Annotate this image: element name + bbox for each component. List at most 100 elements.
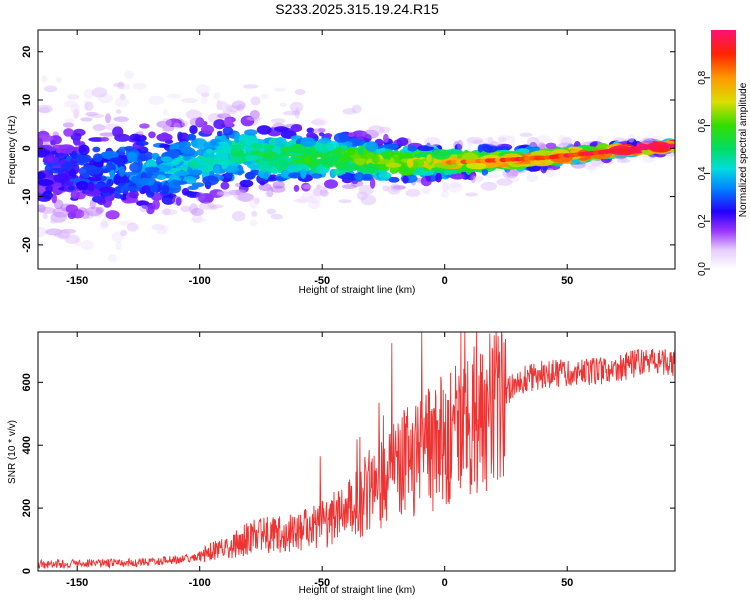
spectrogram-cell (342, 184, 357, 190)
spectrogram-cell (84, 101, 94, 111)
spectrogram-cell (649, 135, 665, 142)
snr-y-axis: 0 200 400 600 (21, 373, 675, 574)
spectrogram-cell (56, 230, 70, 239)
spectrogram-cell (249, 219, 258, 227)
spectrogram-cell (216, 130, 223, 137)
spectrogram-cell (239, 179, 254, 188)
spectrogram-cell (136, 200, 150, 206)
spectrogram-cell (265, 190, 273, 197)
spectrogram-cell (225, 103, 233, 113)
spectrogram-cell (222, 109, 237, 115)
spectrogram-cell (173, 170, 190, 176)
colorbar-tick-label: 0.2 (697, 214, 708, 228)
spectrogram-cell (124, 198, 139, 204)
spectrogram-cell (487, 141, 503, 147)
spectrogram-cell (230, 144, 245, 151)
spectrogram-cell (121, 83, 131, 90)
spectrogram-cell (270, 185, 286, 193)
spectrogram-cell (280, 146, 291, 153)
spectrogram-cell (38, 137, 43, 149)
spectrogram-xtick-label: 50 (561, 275, 573, 287)
spectrogram-cell (213, 148, 227, 155)
spectrogram-cell (100, 218, 110, 227)
spectrogram-cell (113, 173, 128, 184)
spectrogram-cell (371, 154, 380, 164)
spectrogram-cell (311, 152, 324, 157)
spectrogram-marks (38, 70, 675, 263)
spectrogram-frame (37, 29, 676, 270)
spectrogram-cell (435, 172, 442, 183)
spectrogram-cell (414, 167, 425, 176)
spectrogram-cell (497, 134, 511, 141)
spectrogram-cell (311, 173, 323, 179)
spectrogram-cell (175, 122, 186, 128)
spectrogram-cell (406, 158, 414, 168)
spectrogram-cell (233, 189, 248, 200)
spectrogram-cell (234, 132, 241, 144)
snr-xtick-label: -100 (189, 577, 211, 589)
spectrogram-cell (639, 138, 654, 144)
spectrogram-cell (291, 110, 301, 116)
spectrogram-y-label: Frequency (Hz) (7, 116, 18, 185)
spectrogram-cell (38, 241, 46, 248)
spectrogram-cell (124, 146, 135, 151)
spectrogram-cell (357, 145, 364, 156)
spectrogram-cell (67, 93, 80, 100)
spectrogram-cell (216, 100, 222, 110)
spectrogram-cell (362, 129, 379, 139)
spectrogram-ytick-label: 0 (21, 145, 33, 151)
spectrogram-cell (200, 124, 215, 135)
spectrogram-cell (181, 120, 188, 128)
figure-title: S233.2025.315.19.24.R15 (275, 1, 439, 17)
spectrogram-cell (390, 183, 401, 192)
spectrogram-cell (180, 205, 191, 212)
spectrogram-cell (182, 155, 192, 161)
spectrogram-cell (382, 185, 390, 192)
spectrogram-cell (202, 156, 215, 165)
spectrogram-cell (356, 191, 368, 201)
spectrogram-cell (67, 185, 75, 191)
spectrogram-cell (612, 153, 628, 160)
spectrogram-cell (83, 165, 98, 171)
spectrogram-cell (383, 143, 400, 150)
spectrogram-cell (108, 254, 117, 263)
spectrogram-cell (38, 104, 53, 113)
spectrogram-cell (358, 184, 374, 196)
spectrogram-cell (251, 211, 258, 217)
spectrogram-cell (440, 190, 450, 198)
spectrogram-cell (186, 133, 197, 141)
spectrogram-cell (304, 155, 310, 164)
spectrogram-cell (519, 132, 533, 137)
spectrogram-cell (407, 145, 418, 152)
spectrogram-cell (450, 181, 462, 188)
spectrogram-cell (71, 150, 77, 159)
spectrogram-cell (300, 168, 307, 179)
spectrogram-cell (196, 84, 210, 96)
spectrogram-cell (223, 117, 234, 127)
spectrogram-cell (62, 161, 75, 171)
spectrogram-x-label: Height of straight line (km) (299, 285, 416, 296)
spectrogram-cell (191, 138, 208, 149)
spectrogram-cell (270, 213, 283, 220)
spectrogram-cell (324, 133, 333, 138)
spectrogram-cell (117, 81, 125, 90)
spectrogram-cell (109, 157, 125, 164)
spectrogram-ytick-label: 20 (21, 46, 33, 58)
spectrogram-cell (180, 147, 196, 154)
snr-series-line (38, 332, 675, 570)
spectrogram-cell (385, 162, 402, 168)
spectrogram-cell (379, 126, 391, 133)
spectrogram-cell (203, 166, 212, 173)
spectrogram-cell (64, 234, 80, 244)
spectrogram-cell (44, 85, 58, 93)
spectrogram-cell (286, 164, 297, 173)
spectrogram-cell (38, 226, 48, 238)
spectrogram-cell (162, 108, 169, 116)
spectrogram-cell (52, 207, 69, 218)
spectrogram-cell (128, 190, 139, 199)
spectrogram-cell (341, 173, 352, 179)
spectrogram-cell (616, 158, 631, 164)
spectrogram-cell (213, 92, 221, 100)
